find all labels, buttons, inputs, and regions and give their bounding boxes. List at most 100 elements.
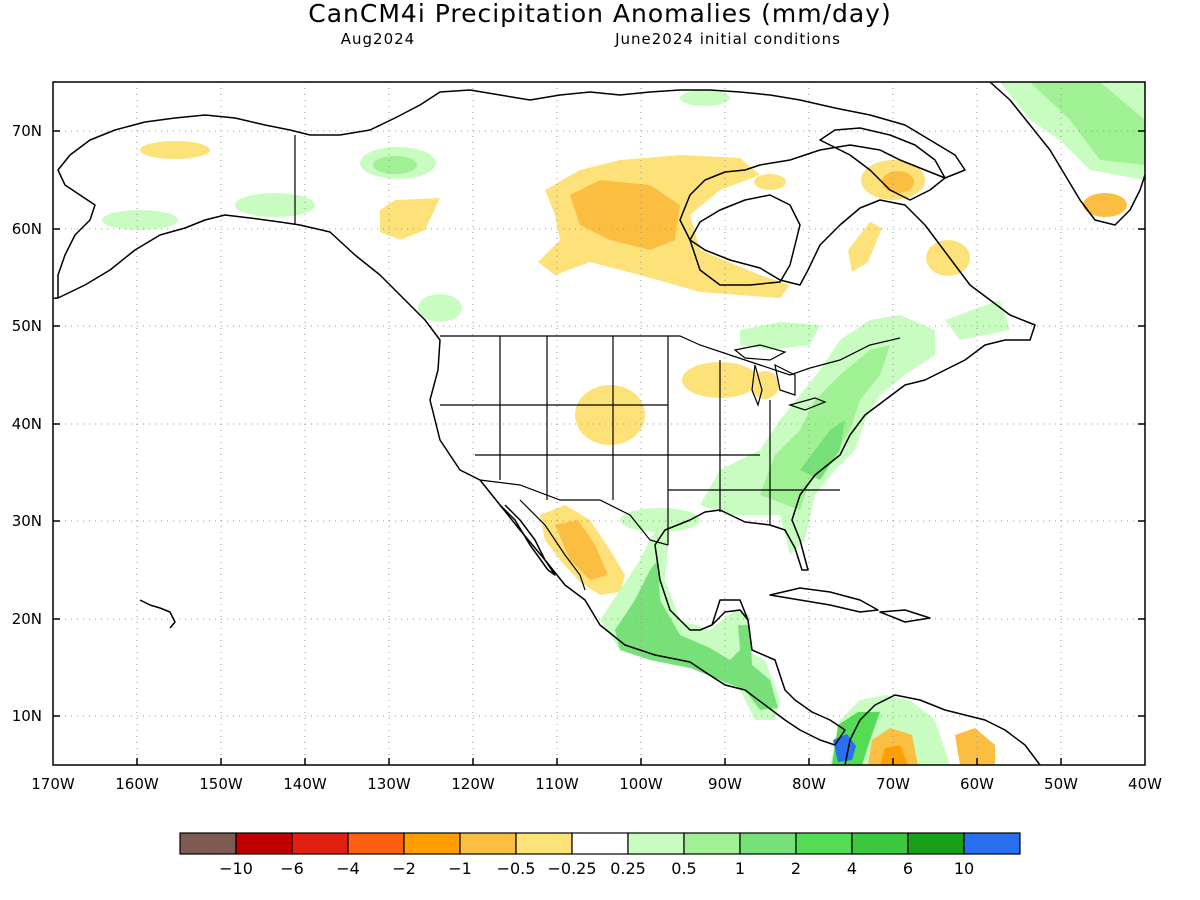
coastline-cuba	[769, 587, 879, 613]
lat-tick-label: 30N	[12, 512, 42, 530]
anomaly-area-sw-alaska-wet	[102, 210, 178, 230]
lat-tick-label: 20N	[12, 610, 42, 628]
anomaly-area-baffin-dry-core	[882, 171, 914, 193]
lon-tick-label: 50W	[1044, 775, 1078, 793]
anomaly-area-labrador-dry	[926, 240, 970, 276]
lat-tick-label: 10N	[12, 707, 42, 725]
gulf-of-california	[519, 499, 586, 591]
coastline-greenland	[989, 82, 1145, 226]
colorbar-label: −2	[392, 859, 416, 878]
lon-tick-label: 140W	[283, 775, 327, 793]
valid-month-label: Aug2024	[341, 30, 415, 48]
lon-tick-label: 170W	[31, 775, 75, 793]
chart-title: CanCM4i Precipitation Anomalies (mm/day)	[308, 0, 891, 28]
anomaly-area-ontario-wet	[740, 322, 820, 350]
coastline-hawaii	[139, 599, 176, 629]
colorbar-label: 1	[735, 859, 745, 878]
lon-tick-label: 80W	[792, 775, 826, 793]
initial-conditions-label: June2024 initial conditions	[614, 30, 841, 48]
map-panel	[53, 82, 1145, 765]
colorbar-label: 2	[791, 859, 801, 878]
anomaly-area-mid-atlantic-wet	[800, 420, 845, 480]
border-us-mexico	[479, 479, 669, 546]
colorbar: −10 −6 −4 −2 −1 −0.5 −0.25 0.25 0.5 1 2 …	[179, 832, 1021, 878]
coastline-yucatan	[711, 599, 749, 626]
lon-tick-label: 40W	[1128, 775, 1162, 793]
coastline-baffin	[819, 127, 946, 201]
anomaly-area-texas-wet	[620, 508, 700, 532]
anomaly-area-colombia-dry-core	[880, 745, 908, 765]
lon-tick-label: 70W	[876, 775, 910, 793]
coastlines	[53, 82, 1145, 765]
anomaly-area-maritimes-wet	[945, 300, 1010, 340]
colorbar-boxes	[179, 832, 1021, 855]
anomaly-area-venezuela-dry	[955, 728, 995, 765]
colorbar-label: −1	[448, 859, 472, 878]
colorbar-label: −4	[336, 859, 360, 878]
coastline-hudson-bay	[689, 194, 801, 286]
colorbar-label: 10	[954, 859, 974, 878]
latitude-axis: 10N 20N 30N 40N 50N 60N 70N	[12, 122, 1145, 725]
colorbar-box	[627, 832, 685, 855]
lon-tick-label: 130W	[367, 775, 411, 793]
anomaly-area-arctic-wet	[680, 90, 730, 106]
lat-tick-label: 70N	[12, 122, 42, 140]
coastline-hispaniola	[879, 609, 931, 623]
coastline-baja	[499, 504, 556, 576]
colorbar-box	[907, 832, 965, 855]
colorbar-box	[515, 832, 573, 855]
colorbar-box	[403, 832, 461, 855]
lon-tick-label: 60W	[960, 775, 994, 793]
colorbar-label: 6	[903, 859, 913, 878]
coastline-south-america	[844, 694, 1041, 765]
colorbar-box	[963, 832, 1021, 855]
anomaly-area-michigan-dry	[751, 371, 779, 399]
colorbar-label: −0.25	[547, 859, 596, 878]
lon-tick-label: 100W	[619, 775, 663, 793]
colorbar-box	[795, 832, 853, 855]
lon-tick-label: 110W	[535, 775, 579, 793]
colorbar-labels: −10 −6 −4 −2 −1 −0.5 −0.25 0.25 0.5 1 2 …	[219, 859, 974, 878]
colorbar-label: −6	[280, 859, 304, 878]
colorbar-label: −10	[219, 859, 253, 878]
border-us-canada	[440, 335, 901, 376]
lon-tick-label: 150W	[199, 775, 243, 793]
lon-tick-label: 90W	[708, 775, 742, 793]
colorbar-label: 0.25	[610, 859, 646, 878]
colorbar-box	[683, 832, 741, 855]
anomaly-area-eastern-us-wet-core	[760, 345, 890, 510]
colorbar-box	[851, 832, 909, 855]
anomaly-area-colorado-dry	[575, 385, 645, 445]
anomaly-area-quebec-dry	[848, 222, 882, 272]
political-boundaries	[294, 135, 901, 546]
colorbar-box	[291, 832, 349, 855]
gridlines	[53, 82, 1145, 765]
lon-tick-label: 120W	[451, 775, 495, 793]
anomaly-area-mexico-wet-core	[615, 560, 778, 710]
anomaly-area-se-alaska-wet	[235, 193, 315, 217]
lon-tick-label: 160W	[115, 775, 159, 793]
colorbar-box	[347, 832, 405, 855]
longitude-axis: 170W 160W 150W 140W 130W 120W 110W 100W …	[31, 758, 1162, 793]
lat-tick-label: 40N	[12, 415, 42, 433]
anomaly-area-bc-coast-wet	[418, 294, 462, 322]
anomaly-area-alaska-dry	[140, 141, 210, 159]
great-lakes	[733, 344, 827, 411]
anomaly-area-s-greenland-dry	[1083, 193, 1127, 217]
colorbar-label: −0.5	[497, 859, 536, 878]
colorbar-box	[459, 832, 517, 855]
lake-huron	[774, 363, 796, 396]
colorbar-label: 0.5	[671, 859, 696, 878]
colorbar-box	[571, 832, 629, 855]
anomaly-area-nw-mexico-dry-core	[555, 520, 608, 580]
anomaly-area-central-canada-dry-core	[570, 180, 680, 250]
colorbar-label: 4	[847, 859, 857, 878]
colorbar-box	[235, 832, 293, 855]
lake-superior	[733, 344, 787, 361]
coastline-north-america	[57, 89, 1036, 746]
anomaly-area-foxe-dry	[754, 174, 786, 190]
anomaly-area-greenland-wet-core	[1030, 82, 1145, 165]
colorbar-box	[179, 832, 237, 855]
colorbar-box	[739, 832, 797, 855]
